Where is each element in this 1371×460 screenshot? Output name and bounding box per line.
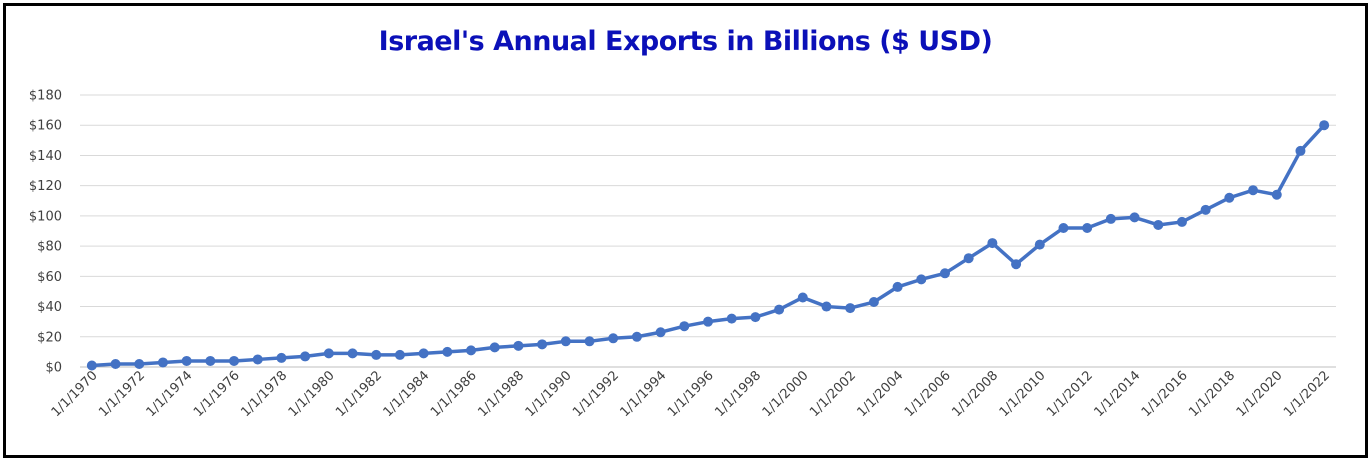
y-tick-label: $80: [37, 240, 62, 255]
x-tick-label: 1/1/2004: [855, 368, 907, 420]
x-tick-label: 1/1/1974: [144, 368, 196, 420]
data-point: [1248, 185, 1259, 196]
data-point: [750, 312, 761, 323]
x-tick-label: 1/1/1986: [428, 368, 480, 420]
y-tick-label: $20: [37, 330, 62, 345]
chart-frame: [3, 3, 1368, 458]
data-point: [560, 336, 571, 347]
data-point: [868, 297, 879, 308]
data-point: [86, 360, 97, 371]
data-point: [418, 348, 429, 359]
data-point: [466, 345, 477, 356]
x-tick-label: 1/1/1978: [238, 368, 290, 420]
x-axis-tick-labels: 1/1/19701/1/19721/1/19741/1/19761/1/1978…: [49, 368, 1333, 420]
x-tick-label: 1/1/2012: [1044, 368, 1096, 420]
y-tick-label: $160: [29, 119, 62, 134]
data-point: [157, 357, 168, 368]
y-tick-label: $40: [37, 300, 62, 315]
x-tick-label: 1/1/2010: [997, 368, 1049, 420]
y-tick-label: $0: [45, 361, 62, 376]
x-tick-label: 1/1/2020: [1234, 368, 1286, 420]
data-point: [845, 303, 856, 314]
data-point: [655, 327, 666, 338]
x-tick-label: 1/1/1982: [333, 368, 385, 420]
data-point: [1153, 219, 1164, 230]
data-point: [1034, 239, 1045, 250]
data-point: [1224, 192, 1235, 203]
x-tick-label: 1/1/1990: [523, 368, 575, 420]
data-point: [1082, 222, 1093, 233]
data-point: [323, 348, 334, 359]
data-point: [181, 355, 192, 366]
y-tick-label: $140: [29, 149, 62, 164]
data-point: [608, 333, 619, 344]
data-point: [987, 238, 998, 249]
data-point: [1011, 259, 1022, 270]
chart-title: Israel's Annual Exports in Billions ($ U…: [378, 26, 993, 57]
x-tick-label: 1/1/1984: [381, 368, 433, 420]
data-point: [537, 339, 548, 350]
data-point: [1295, 145, 1306, 156]
data-point: [1058, 222, 1069, 233]
y-tick-label: $100: [29, 209, 62, 224]
x-tick-label: 1/1/2008: [949, 368, 1001, 420]
x-tick-label: 1/1/1996: [665, 368, 717, 420]
data-point: [1200, 204, 1211, 215]
data-point: [774, 304, 785, 315]
series-exports: [86, 120, 1330, 371]
x-tick-label: 1/1/1988: [475, 368, 527, 420]
data-point: [1176, 216, 1187, 227]
data-point: [394, 349, 405, 360]
data-point: [821, 301, 832, 312]
data-point: [916, 274, 927, 285]
data-point: [963, 253, 974, 264]
data-point: [134, 358, 145, 369]
data-point: [797, 292, 808, 303]
x-tick-label: 1/1/2016: [1139, 368, 1191, 420]
data-point: [679, 321, 690, 332]
data-point: [1271, 189, 1282, 200]
x-tick-label: 1/1/2022: [1281, 368, 1333, 420]
data-point: [1319, 120, 1330, 131]
data-point: [110, 358, 121, 369]
x-tick-label: 1/1/1994: [618, 368, 670, 420]
data-point: [939, 268, 950, 279]
data-point: [631, 331, 642, 342]
x-tick-label: 1/1/2002: [807, 368, 859, 420]
data-point: [300, 351, 311, 362]
x-tick-label: 1/1/2018: [1186, 368, 1238, 420]
data-point: [442, 346, 453, 357]
x-tick-label: 1/1/2000: [760, 368, 812, 420]
gridlines: [80, 94, 1336, 338]
data-point: [513, 340, 524, 351]
x-tick-label: 1/1/2006: [902, 368, 954, 420]
data-point: [276, 352, 287, 363]
data-point: [726, 313, 737, 324]
y-axis: $0 $20 $40 $60 $80 $100 $120 $140 $160 $180: [29, 89, 62, 376]
y-tick-label: $180: [29, 89, 62, 104]
x-tick-label: 1/1/1976: [191, 368, 243, 420]
data-point: [489, 342, 500, 353]
x-tick-label: 1/1/1972: [96, 368, 148, 420]
data-point: [584, 336, 595, 347]
data-point: [1129, 212, 1140, 223]
y-tick-label: $60: [37, 270, 62, 285]
y-tick-label: $120: [29, 179, 62, 194]
data-point: [229, 355, 240, 366]
x-tick-label: 1/1/1970: [49, 368, 101, 420]
data-point: [205, 355, 216, 366]
data-point: [1105, 213, 1116, 224]
x-tick-label: 1/1/2014: [1091, 368, 1143, 420]
data-point: [252, 354, 263, 365]
data-point: [892, 281, 903, 292]
x-tick-label: 1/1/1998: [712, 368, 764, 420]
x-tick-label: 1/1/1980: [286, 368, 338, 420]
data-point: [703, 316, 713, 327]
series-line: [90, 123, 1326, 368]
data-point: [347, 348, 358, 359]
x-tick-label: 1/1/1992: [570, 368, 622, 420]
data-point: [371, 349, 382, 360]
